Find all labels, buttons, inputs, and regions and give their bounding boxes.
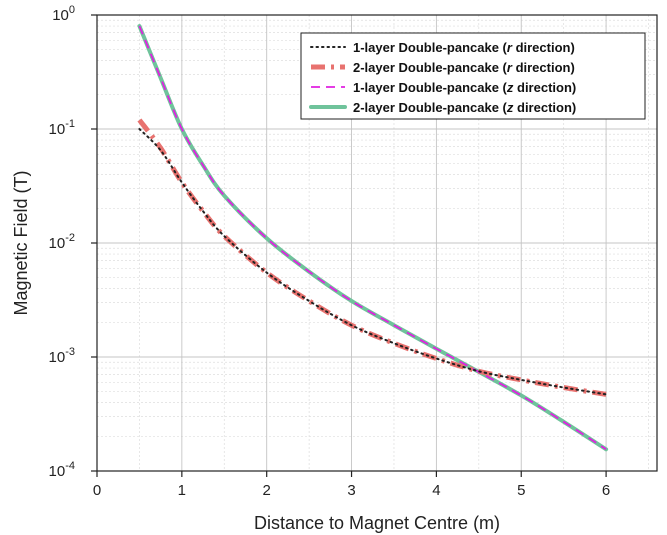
- y-tick-exponent: -2: [65, 232, 75, 244]
- series-layer: [137, 24, 609, 452]
- y-tick-exponent: -4: [65, 460, 75, 472]
- x-tick-label: 4: [432, 482, 440, 499]
- legend-label-part: r: [507, 40, 513, 55]
- y-tick-base: 10: [52, 7, 69, 24]
- legend-label-part: r: [507, 60, 513, 75]
- y-tick-base: 10: [49, 463, 66, 480]
- y-tick-label: 10-1: [49, 118, 75, 138]
- x-axis-title: Distance to Magnet Centre (m): [254, 513, 500, 533]
- legend-box: [300, 32, 646, 120]
- legend-label-part: z: [506, 100, 514, 115]
- y-tick-label: 10-4: [49, 460, 75, 480]
- legend-label-part: 2-layer Double-pancake (: [353, 60, 508, 75]
- x-tick-label: 3: [347, 482, 355, 499]
- legend-label: 2-layer Double-pancake (z direction): [353, 100, 576, 115]
- y-tick-exponent: -3: [65, 346, 75, 358]
- series-line-1: [138, 128, 608, 396]
- y-tick-label: 10-3: [49, 346, 75, 366]
- legend: 1-layer Double-pancake (r direction)2-la…: [300, 32, 646, 120]
- legend-label-part: direction): [513, 80, 576, 95]
- y-tick-base: 10: [49, 121, 66, 138]
- grid-lines: [96, 14, 657, 472]
- legend-label-part: direction): [513, 100, 576, 115]
- x-tick-label: 5: [517, 482, 525, 499]
- legend-label-part: 2-layer Double-pancake (: [353, 100, 508, 115]
- y-axis-title: Magnetic Field (T): [11, 170, 31, 315]
- y-tick-label: 100: [52, 4, 75, 24]
- legend-label-part: direction): [512, 60, 575, 75]
- legend-label-part: z: [506, 80, 514, 95]
- y-tick-exponent: -1: [65, 118, 75, 130]
- legend-label-part: 1-layer Double-pancake (: [353, 40, 508, 55]
- y-tick-base: 10: [49, 235, 66, 252]
- y-tick-exponent: 0: [69, 4, 75, 16]
- x-tick-label: 0: [93, 482, 101, 499]
- x-tick-label: 6: [602, 482, 610, 499]
- series-line-2: [137, 118, 607, 397]
- y-tick-base: 10: [49, 349, 66, 366]
- x-tick-label: 2: [263, 482, 271, 499]
- y-tick-label: 10-2: [49, 232, 75, 252]
- legend-label-part: 1-layer Double-pancake (: [353, 80, 508, 95]
- legend-label: 1-layer Double-pancake (r direction): [353, 40, 575, 55]
- legend-label-part: direction): [512, 40, 575, 55]
- x-tick-label: 1: [178, 482, 186, 499]
- legend-label: 2-layer Double-pancake (r direction): [353, 60, 575, 75]
- legend-label: 1-layer Double-pancake (z direction): [353, 80, 576, 95]
- series-line-3: [138, 25, 607, 451]
